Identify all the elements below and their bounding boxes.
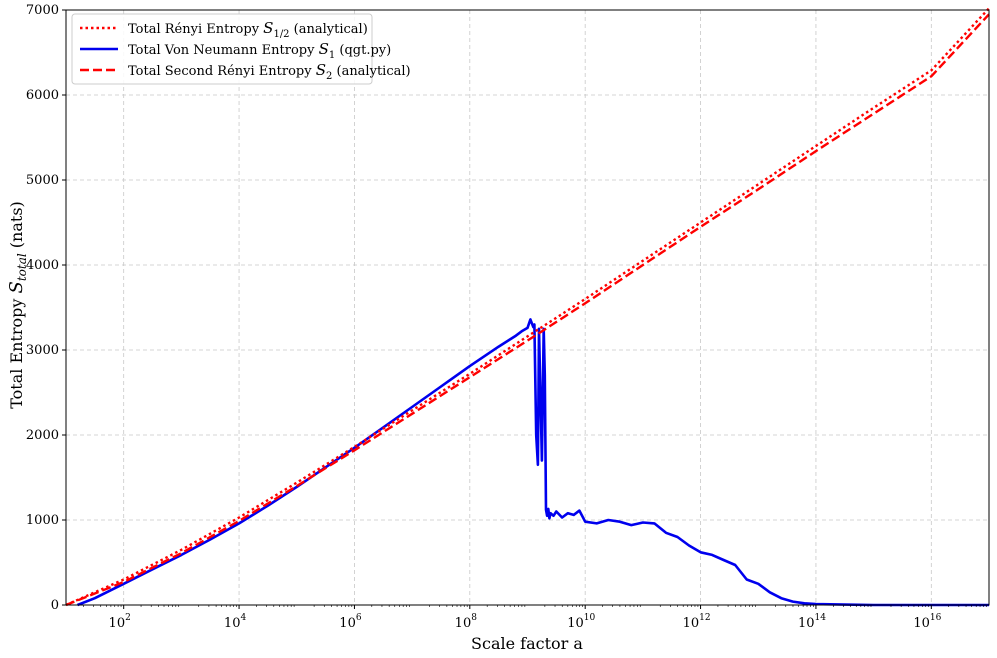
legend-label: Total Rényi Entropy S1/2 (analytical) xyxy=(128,19,368,40)
y-tick-label: 6000 xyxy=(26,88,59,103)
legend-label: Total Von Neumann Entropy S1 (qgt.py) xyxy=(128,40,391,61)
x-axis-label: Scale factor a xyxy=(471,634,583,653)
x-tick-label: 1012 xyxy=(683,613,711,631)
y-label-prefix: Total Entropy xyxy=(7,293,26,408)
legend-box xyxy=(71,13,373,85)
y-label-math: S xyxy=(6,281,27,293)
series-line-dotted xyxy=(65,7,990,607)
series-line-dashed xyxy=(65,13,990,607)
legend: Total Rényi Entropy S1/2 (analytical)Tot… xyxy=(71,13,411,85)
y-label-sub: total xyxy=(15,253,29,281)
x-tick-label: 104 xyxy=(224,613,247,631)
series-layer xyxy=(65,7,990,607)
x-tick-label: 102 xyxy=(109,613,131,631)
y-tick-label: 2000 xyxy=(26,428,59,443)
y-axis-label: Total Entropy Stotal (nats) xyxy=(6,201,29,409)
y-tick-label: 4000 xyxy=(26,258,59,273)
y-tick-label: 0 xyxy=(51,598,59,613)
x-tick-label: 1010 xyxy=(567,613,595,631)
plot-frame xyxy=(65,9,990,606)
x-tick-label: 106 xyxy=(339,613,362,631)
y-tick-label: 1000 xyxy=(26,513,59,528)
x-tick-label: 1014 xyxy=(798,613,826,631)
x-tick-label: 1016 xyxy=(913,613,941,631)
y-tick-label: 3000 xyxy=(26,343,59,358)
y-axis: 0 1000 2000 3000 4000 5000 6000 7000 xyxy=(26,3,66,613)
y-label-suffix: (nats) xyxy=(7,201,26,253)
x-tick-label: 108 xyxy=(455,613,478,631)
y-tick-label: 5000 xyxy=(26,173,59,188)
y-tick-label: 7000 xyxy=(26,3,59,18)
grid xyxy=(66,9,989,606)
legend-label: Total Second Rényi Entropy S2 (analytica… xyxy=(128,61,411,82)
series-line-solid xyxy=(77,318,989,607)
x-axis: 102 104 106 108 1010 1012 1014 1016 xyxy=(83,605,987,631)
